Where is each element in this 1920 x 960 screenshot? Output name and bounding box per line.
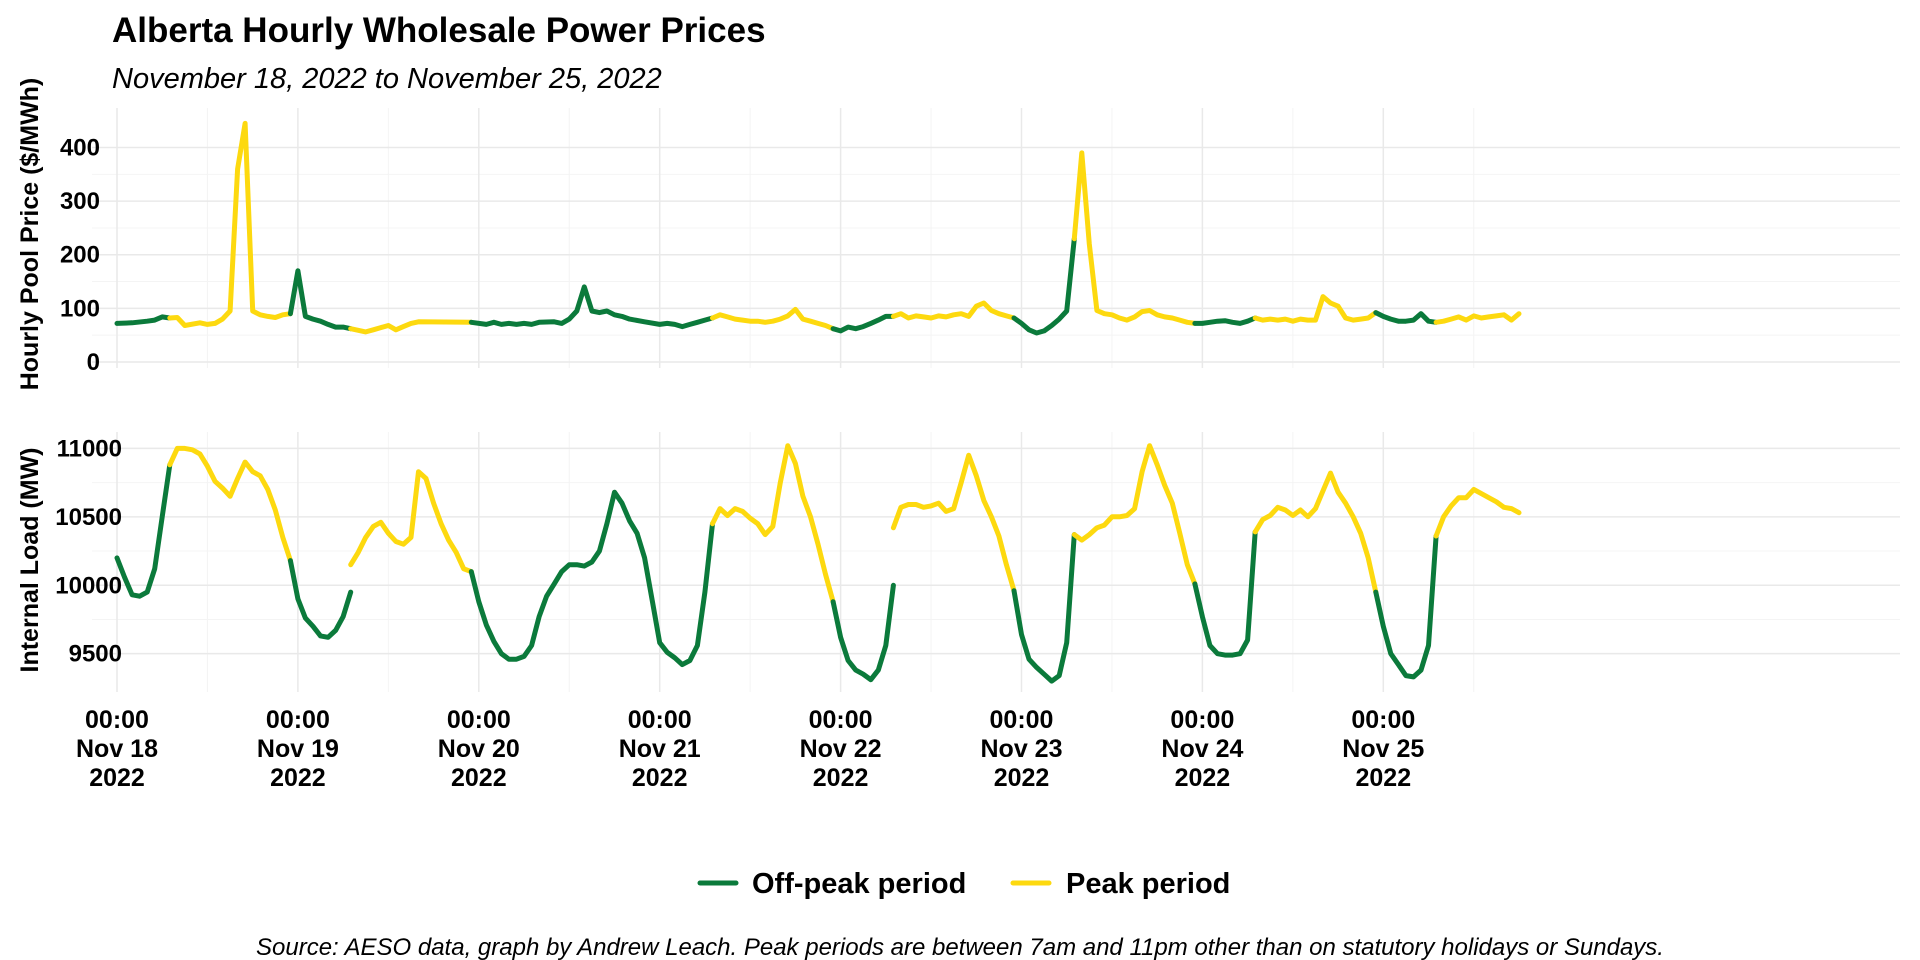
- x-tick-label: Nov 25: [1342, 735, 1424, 763]
- y-tick-label: 0: [87, 349, 100, 376]
- x-tick-label: 00:00: [266, 706, 330, 734]
- x-tick-label: 00:00: [628, 706, 692, 734]
- load-series-peak: [348, 469, 474, 575]
- x-tick-label: Nov 24: [1161, 735, 1243, 763]
- x-tick-label: Nov 23: [981, 735, 1063, 763]
- load-series-peak: [1071, 443, 1198, 587]
- price-series-peak: [890, 300, 1017, 321]
- load-series-offpeak: [1373, 533, 1439, 680]
- x-tick-label: 2022: [1355, 764, 1411, 792]
- y-tick-label: 9500: [69, 641, 122, 668]
- x-tick-label: 2022: [1175, 764, 1231, 792]
- load-series-peak: [890, 452, 1017, 594]
- x-tick-label: 00:00: [1170, 706, 1234, 734]
- x-tick-label: 00:00: [85, 706, 149, 734]
- x-tick-label: 00:00: [447, 706, 511, 734]
- chart-title: Alberta Hourly Wholesale Power Prices: [112, 11, 766, 50]
- price-series-offpeak: [830, 313, 896, 334]
- price-series-peak: [1252, 294, 1379, 324]
- load-series-peak: [1433, 487, 1522, 539]
- x-tick-label: Nov 21: [619, 735, 701, 763]
- load-series-offpeak: [468, 489, 715, 668]
- x-tick-label: 2022: [270, 764, 326, 792]
- price-series-offpeak: [1011, 236, 1077, 336]
- price-series-offpeak: [114, 314, 173, 326]
- chart-caption: Source: AESO data, graph by Andrew Leach…: [256, 934, 1664, 960]
- price-y-axis-label: Hourly Pool Price ($/MWh): [16, 78, 44, 391]
- price-series-peak: [710, 306, 836, 332]
- load-panel: 9500 10000 10500 11000: [55, 432, 1900, 692]
- y-tick-label: 10500: [55, 504, 122, 531]
- x-tick-label: 00:00: [809, 706, 873, 734]
- price-series-offpeak: [468, 284, 715, 330]
- load-series-offpeak: [1011, 532, 1077, 684]
- y-tick-label: 200: [60, 242, 100, 269]
- y-tick-label: 400: [60, 135, 100, 162]
- legend-label-peak: Peak period: [1066, 868, 1230, 900]
- load-series-offpeak: [830, 582, 896, 683]
- x-tick-label: Nov 22: [800, 735, 882, 763]
- legend-label-offpeak: Off-peak period: [752, 868, 966, 900]
- price-panel: 0 100 200 300 400: [60, 108, 1900, 376]
- y-tick-label: 300: [60, 188, 100, 215]
- load-series-peak: [710, 443, 836, 605]
- chart-subtitle: November 18, 2022 to November 25, 2022: [112, 63, 662, 95]
- x-tick-label: 2022: [632, 764, 688, 792]
- load-series-peak: [167, 445, 293, 564]
- price-series-peak: [348, 319, 474, 335]
- legend: Off-peak period Peak period: [697, 868, 1230, 900]
- x-tick-label: 2022: [89, 764, 145, 792]
- load-series-offpeak: [114, 462, 173, 599]
- price-series-offpeak: [287, 268, 354, 332]
- y-tick-label: 11000: [57, 435, 122, 462]
- load-y-axis-label: Internal Load (MW): [16, 448, 44, 673]
- x-tick-label: 2022: [451, 764, 507, 792]
- y-tick-label: 100: [60, 295, 100, 322]
- x-tick-label: 2022: [994, 764, 1050, 792]
- load-series-offpeak: [287, 558, 354, 640]
- price-series-peak: [167, 120, 293, 328]
- price-series-peak: [1071, 150, 1198, 326]
- x-tick-label: 2022: [813, 764, 869, 792]
- x-tick-label: Nov 20: [438, 735, 520, 763]
- x-tick-label: 00:00: [990, 706, 1054, 734]
- load-series-peak: [1252, 470, 1379, 595]
- x-tick-label: Nov 19: [257, 735, 339, 763]
- x-tick-label: 00:00: [1351, 706, 1415, 734]
- y-tick-label: 10000: [55, 572, 122, 599]
- price-series-offpeak: [1192, 315, 1258, 326]
- price-series-peak: [1433, 311, 1522, 325]
- price-series-offpeak: [1373, 310, 1439, 325]
- load-series-offpeak: [1192, 529, 1258, 658]
- x-tick-label: Nov 18: [76, 735, 158, 763]
